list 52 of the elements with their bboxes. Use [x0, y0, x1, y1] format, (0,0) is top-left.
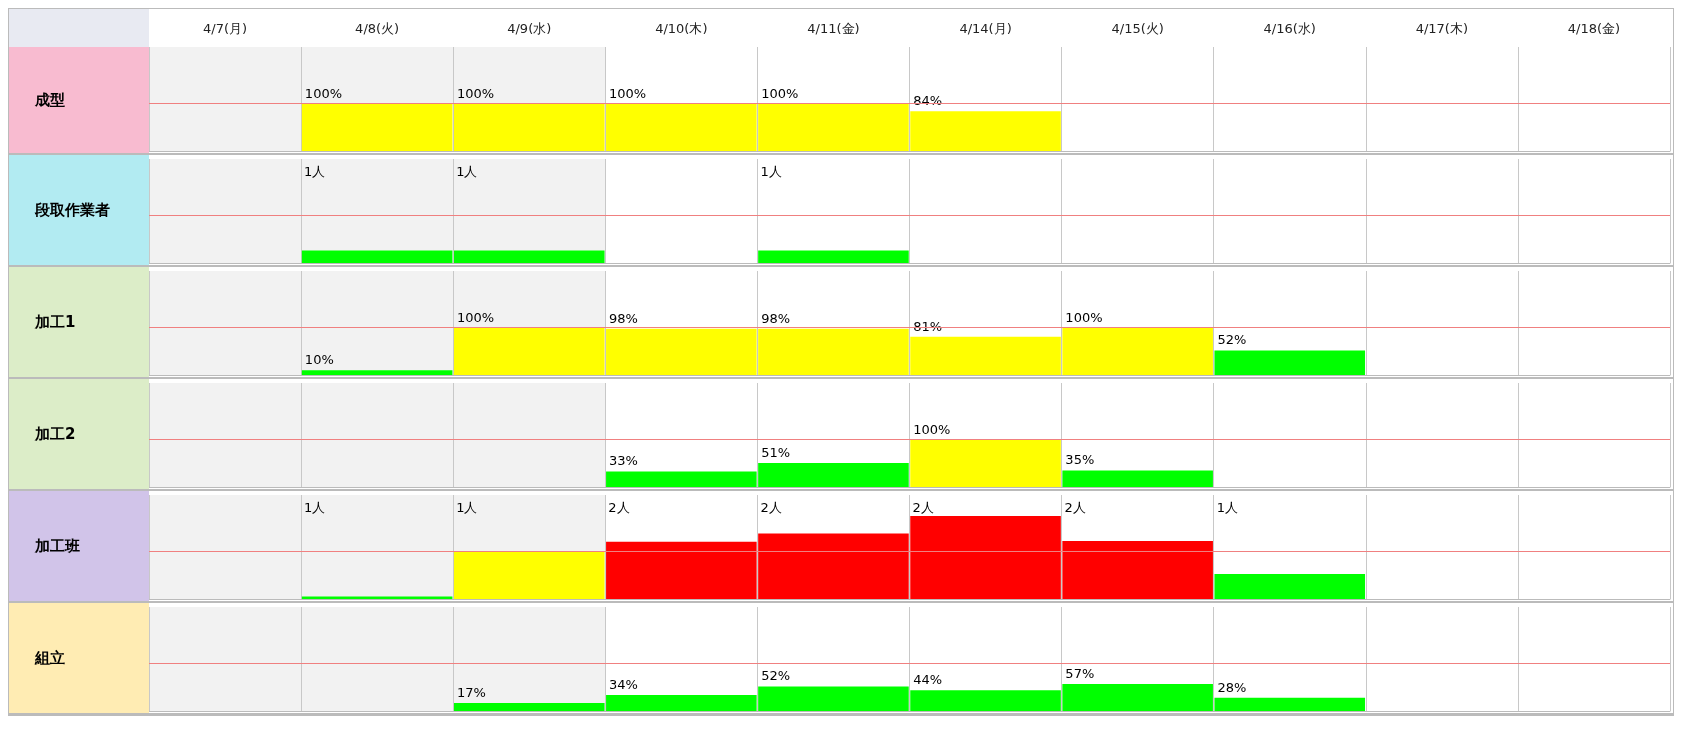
- data-label: 100%: [913, 421, 951, 437]
- data-label: 100%: [304, 85, 343, 101]
- x-tick-label: 4/9(水): [507, 21, 552, 36]
- bar: [1214, 574, 1366, 599]
- data-label: 98%: [609, 310, 638, 326]
- data-label: 17%: [456, 684, 486, 700]
- text: 2人: [1064, 500, 1086, 515]
- data-label: 28%: [1217, 679, 1247, 695]
- x-tick-label: 4/7(月): [203, 21, 248, 36]
- data-label: 44%: [913, 672, 943, 688]
- x-tick-label: 4/11(金): [807, 21, 860, 36]
- data-label: 98%: [761, 310, 791, 326]
- chart-title: 加工1: [9, 267, 149, 377]
- text: 1人: [304, 164, 326, 179]
- data-label: 52%: [1217, 332, 1247, 348]
- data-label: 51%: [761, 444, 791, 460]
- chart-title: 段取作業者: [9, 155, 149, 265]
- chart-title: 成型: [9, 47, 149, 153]
- text: 加工班: [9, 491, 149, 601]
- text: 1人: [1216, 500, 1238, 515]
- bar: [301, 370, 453, 375]
- text: 1人: [456, 500, 478, 515]
- data-label: 34%: [609, 676, 638, 692]
- text: 2人: [912, 500, 934, 515]
- bar: [1062, 470, 1213, 487]
- data-label: 100%: [761, 85, 799, 101]
- text: 1人: [304, 500, 326, 515]
- x-tick-label: 4/16(水): [1263, 21, 1316, 36]
- data-label: 100%: [456, 309, 495, 325]
- chart-title: 加工2: [9, 379, 149, 489]
- x-tick-label: 4/8(火): [355, 21, 400, 36]
- chart-title: 組立: [9, 603, 149, 713]
- text: 2人: [760, 500, 782, 515]
- text: 1人: [760, 164, 782, 179]
- x-tick-label: 4/14(月): [959, 21, 1012, 36]
- data-label: 100%: [456, 85, 495, 101]
- bar: [1214, 350, 1366, 375]
- data-label: 33%: [609, 453, 638, 469]
- data-label: 10%: [304, 352, 334, 368]
- x-tick-label: 4/10(木): [655, 21, 708, 36]
- text: 2人: [608, 500, 630, 515]
- x-tick-label: 4/15(火): [1111, 21, 1164, 36]
- bar: [910, 439, 1061, 487]
- x-tick-label: 4/18(金): [1567, 21, 1621, 36]
- data-label: 35%: [1065, 452, 1095, 468]
- text: 1人: [456, 164, 478, 179]
- bar: [453, 551, 605, 599]
- data-label: 100%: [1065, 309, 1103, 325]
- data-label: 52%: [761, 668, 791, 684]
- data-label: 57%: [1065, 666, 1095, 682]
- data-label: 100%: [609, 85, 647, 101]
- x-tick-label: 4/17(木): [1415, 21, 1469, 36]
